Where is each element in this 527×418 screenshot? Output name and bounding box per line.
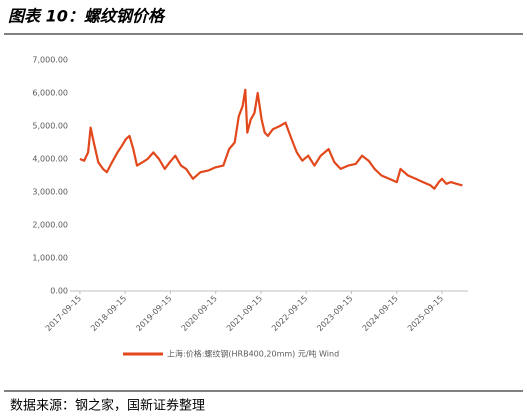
source: 数据来源：钢之家，国新证券整理	[10, 398, 205, 414]
legend-label: 上海:价格:螺纹钢(HRB400,20mm) 元/吨 Wind	[167, 349, 339, 359]
y-tick-label: 1,000.00	[32, 254, 68, 263]
y-tick-label: 4,000.00	[32, 155, 68, 164]
x-tick-label: 2025-09-15	[406, 294, 445, 333]
y-tick-label: 2,000.00	[32, 221, 68, 230]
x-tick-label: 2023-09-15	[315, 294, 354, 333]
x-tick-label: 2024-09-15	[361, 294, 400, 333]
y-tick-label: 5,000.00	[32, 122, 68, 131]
y-tick-label: 7,000.00	[32, 56, 68, 65]
y-tick-label: 3,000.00	[32, 188, 68, 197]
series-line	[79, 88, 463, 190]
x-tick-label: 2019-09-15	[134, 294, 173, 333]
chart-title: 图表 10：螺纹钢价格	[8, 7, 166, 26]
x-tick-label: 2022-09-15	[270, 294, 309, 333]
x-tick-label: 2021-09-15	[225, 294, 264, 333]
x-tick-label: 2020-09-15	[180, 294, 219, 333]
y-tick-label: 0.00	[50, 287, 68, 296]
x-tick-label: 2017-09-15	[44, 294, 83, 333]
y-tick-label: 6,000.00	[32, 89, 68, 98]
x-tick-label: 2018-09-15	[89, 294, 128, 333]
